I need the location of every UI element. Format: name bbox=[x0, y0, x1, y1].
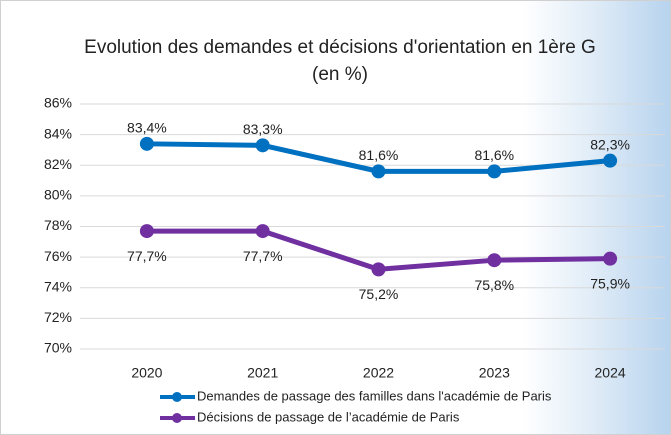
data-point bbox=[603, 153, 618, 168]
data-point bbox=[487, 164, 502, 179]
legend-label: Décisions de passage de l’académie de Pa… bbox=[197, 409, 460, 424]
legend-marker bbox=[172, 392, 182, 402]
y-tick-label: 80% bbox=[44, 187, 72, 203]
data-point bbox=[371, 164, 386, 179]
data-point bbox=[255, 138, 270, 153]
y-tick-label: 72% bbox=[44, 309, 72, 325]
y-tick-label: 78% bbox=[44, 217, 72, 233]
x-tick-label: 2021 bbox=[247, 365, 278, 381]
data-point bbox=[139, 224, 154, 239]
data-point bbox=[139, 136, 154, 151]
data-label: 83,4% bbox=[127, 120, 167, 136]
chart-title: Evolution des demandes et décisions d'or… bbox=[84, 37, 596, 85]
y-tick-label: 70% bbox=[44, 340, 72, 356]
data-point bbox=[487, 253, 502, 268]
y-tick-label: 74% bbox=[44, 278, 72, 294]
data-point bbox=[603, 251, 618, 266]
y-tick-label: 82% bbox=[44, 156, 72, 172]
x-tick-label: 2024 bbox=[595, 365, 626, 381]
data-point bbox=[255, 224, 270, 239]
x-tick-label: 2023 bbox=[479, 365, 510, 381]
data-label: 81,6% bbox=[474, 147, 514, 163]
data-point bbox=[371, 262, 386, 277]
data-label: 75,8% bbox=[474, 277, 514, 293]
data-label: 81,6% bbox=[359, 147, 399, 163]
legend-marker bbox=[172, 413, 182, 423]
y-tick-label: 86% bbox=[44, 95, 72, 111]
y-tick-label: 76% bbox=[44, 248, 72, 264]
data-label: 83,3% bbox=[243, 121, 283, 137]
data-label: 82,3% bbox=[590, 136, 630, 152]
x-tick-label: 2020 bbox=[131, 365, 162, 381]
data-label: 77,7% bbox=[127, 248, 167, 264]
data-label: 75,2% bbox=[359, 286, 399, 302]
data-label: 77,7% bbox=[243, 248, 283, 264]
data-label: 75,9% bbox=[590, 275, 630, 291]
x-tick-label: 2022 bbox=[363, 365, 394, 381]
y-tick-label: 84% bbox=[44, 125, 72, 141]
legend-label: Demandes de passage des familles dans l'… bbox=[197, 388, 552, 403]
